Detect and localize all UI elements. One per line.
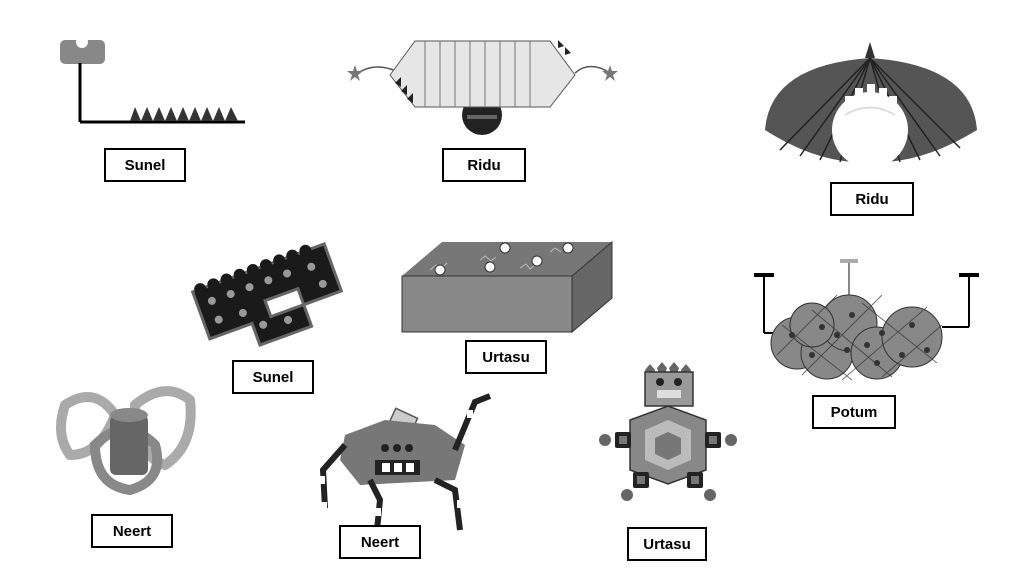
object-label: Urtasu <box>465 340 547 374</box>
object-urtasu-slab <box>401 240 613 334</box>
object-label: Sunel <box>232 360 314 394</box>
object-label: Neert <box>91 514 173 548</box>
object-label: Sunel <box>104 148 186 182</box>
object-urtasu-robot <box>599 362 737 501</box>
object-label: Ridu <box>830 182 914 216</box>
object-sunel-spiked-stand <box>60 36 245 124</box>
object-neert-crab <box>319 393 492 531</box>
object-potum-cloud <box>754 259 979 381</box>
object-sunel-c-shape <box>190 242 344 347</box>
object-label: Urtasu <box>627 527 707 561</box>
object-neert-loops <box>56 386 196 496</box>
object-label: Potum <box>812 395 896 429</box>
object-ridu-cart <box>347 40 618 135</box>
object-label: Neert <box>339 525 421 559</box>
object-label: Ridu <box>442 148 526 182</box>
object-ridu-dome <box>765 42 977 165</box>
